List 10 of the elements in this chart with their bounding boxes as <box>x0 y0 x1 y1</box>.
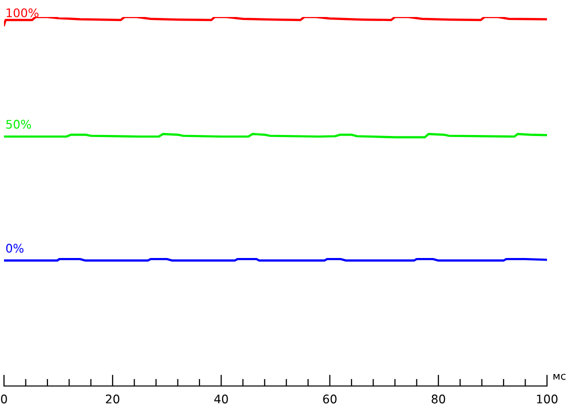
x-tick-label: 100 <box>537 394 558 404</box>
x-tick-label: 20 <box>106 394 120 404</box>
series-label: 100% <box>6 8 38 18</box>
x-tick-label: 60 <box>323 394 337 404</box>
x-axis-title: мс <box>554 374 566 380</box>
x-tick-label: 0 <box>1 394 7 404</box>
x-tick-label: 80 <box>432 394 446 404</box>
series-label: 50% <box>6 120 31 129</box>
series-label: 0% <box>6 244 24 253</box>
x-tick-label: 40 <box>214 394 228 404</box>
